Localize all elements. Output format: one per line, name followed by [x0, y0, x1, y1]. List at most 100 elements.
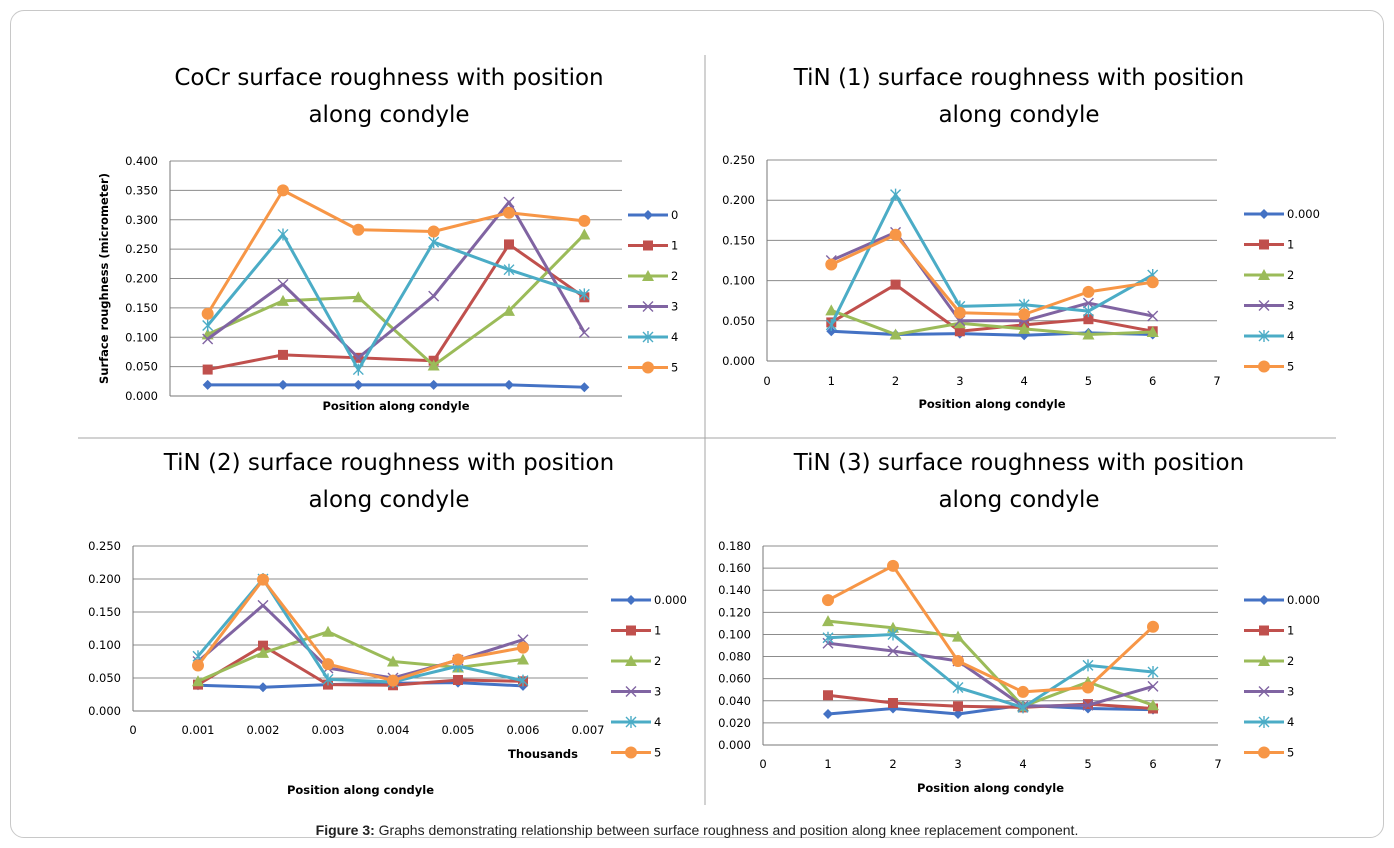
y-tick-label: 0.050: [88, 671, 121, 685]
x-tick-label: 0.003: [312, 723, 345, 737]
data-point: [825, 258, 838, 271]
legend-marker: [625, 655, 637, 666]
data-point: [822, 615, 834, 627]
x-tick-label: 0: [763, 374, 770, 388]
y-tick-label: 0.400: [125, 154, 158, 168]
data-point: [277, 278, 289, 290]
figure-caption: Figure 3: Graphs demonstrating relations…: [0, 822, 1394, 838]
data-point: [822, 631, 834, 644]
legend-label: 3: [1287, 299, 1294, 313]
series-line-4: [829, 193, 1154, 326]
data-point: [517, 653, 529, 665]
data-point: [202, 364, 213, 375]
data-point: [452, 653, 464, 666]
data-point: [823, 709, 833, 720]
data-point: [202, 379, 213, 390]
chart-title-line: TiN (2) surface roughness with position: [163, 450, 614, 476]
x-tick-label: 3: [956, 374, 963, 388]
data-point: [503, 206, 515, 219]
series-line-5: [206, 188, 585, 315]
charts-layer: CoCr surface roughness with position alon…: [88, 65, 1320, 797]
y-tick-label: 0.300: [125, 213, 158, 227]
legend-marker: [625, 746, 637, 759]
y-tick-label: 0.100: [722, 274, 755, 288]
legend-label: 4: [654, 715, 661, 729]
data-point: [579, 382, 590, 393]
legend-label: 0.000: [1287, 593, 1320, 607]
data-point: [887, 645, 899, 657]
caption-text: Graphs demonstrating relationship betwee…: [374, 822, 1079, 838]
x-multiplier-label: Thousands: [508, 747, 578, 761]
data-point: [825, 304, 838, 316]
series-line-4: [206, 232, 585, 372]
legend-label: 5: [654, 746, 661, 760]
legend-label: 5: [1287, 746, 1294, 760]
y-tick-label: 0.080: [718, 650, 751, 664]
x-tick-label: 0.004: [377, 723, 410, 737]
legend-label: 4: [671, 330, 678, 344]
legend-label: 0.000: [654, 593, 687, 607]
chart-title-line: along condyle: [938, 102, 1099, 128]
legend-marker: [642, 361, 654, 374]
data-point: [1147, 620, 1159, 633]
data-point: [953, 701, 963, 712]
data-point: [504, 239, 514, 250]
legend-label: 5: [671, 361, 678, 375]
x-tick-label: 0: [759, 757, 766, 771]
legend-marker: [1258, 716, 1270, 728]
y-tick-label: 0.150: [722, 233, 755, 247]
chart-title-line: TiN (1) surface roughness with position: [793, 65, 1244, 91]
legend-marker: [1259, 239, 1269, 250]
data-point: [322, 625, 334, 637]
series-line-3: [206, 200, 586, 360]
legend-marker: [1259, 595, 1269, 605]
y-tick-label: 0.000: [125, 389, 158, 403]
x-tick-label: 0: [129, 723, 136, 737]
legend-label: 2: [1287, 654, 1294, 668]
legend-label: 0: [671, 208, 678, 222]
data-point: [953, 709, 963, 720]
legend-label: 1: [654, 624, 661, 638]
y-tick-label: 0.200: [125, 272, 158, 286]
data-point: [952, 681, 964, 694]
legend-label: 5: [1287, 360, 1294, 374]
data-point: [453, 674, 463, 685]
data-point: [1146, 326, 1159, 338]
chart-title-line: along condyle: [308, 102, 469, 128]
data-point: [953, 306, 966, 319]
data-point: [278, 379, 288, 390]
data-point: [352, 291, 365, 303]
x-tick-label: 0.006: [507, 723, 540, 737]
legend-label: 3: [671, 300, 678, 314]
legend-marker: [625, 686, 637, 697]
data-point: [257, 646, 269, 658]
data-point: [428, 236, 440, 249]
data-point: [1083, 314, 1094, 325]
y-tick-label: 0.100: [88, 638, 121, 652]
data-point: [952, 630, 964, 642]
data-point: [503, 263, 515, 276]
data-point: [578, 327, 590, 339]
legend-marker: [626, 625, 636, 636]
data-point: [192, 675, 204, 687]
data-point: [890, 188, 902, 201]
legend-marker: [1258, 330, 1270, 342]
legend-label: 2: [671, 269, 678, 283]
data-point: [428, 290, 440, 302]
data-point: [503, 196, 515, 208]
chart-3: TiN (2) surface roughness with position a…: [88, 450, 687, 797]
legend-marker: [1259, 625, 1269, 636]
data-point: [578, 228, 591, 240]
data-point: [1082, 328, 1095, 340]
y-tick-label: 0.000: [722, 354, 755, 368]
data-point: [578, 288, 590, 301]
legend-marker: [1258, 269, 1270, 280]
data-point: [1018, 322, 1031, 334]
data-point: [277, 228, 289, 241]
data-point: [257, 573, 269, 586]
x-tick-label: 2: [892, 374, 899, 388]
data-point: [1147, 680, 1159, 692]
data-point: [202, 333, 214, 345]
legend-marker: [1259, 209, 1269, 219]
